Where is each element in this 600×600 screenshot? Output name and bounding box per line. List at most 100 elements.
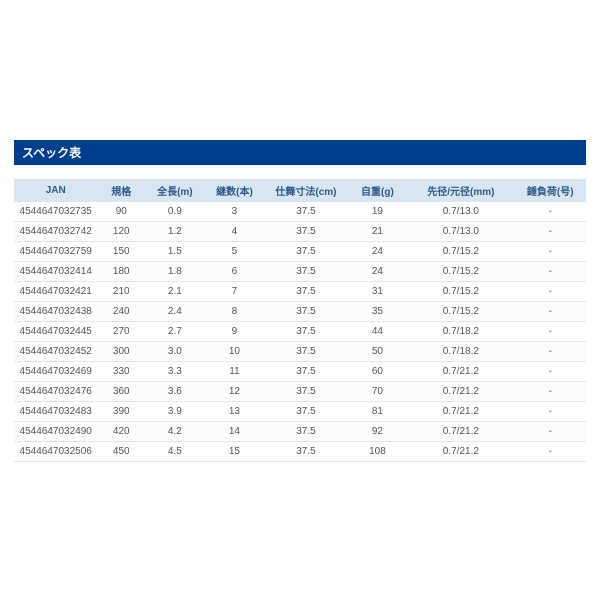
- cell-length: 1.5: [145, 242, 205, 262]
- table-row: 45446470324141801.8637.5240.7/15.2-: [14, 262, 586, 282]
- cell-weight: 24: [348, 262, 408, 282]
- cell-jan: 4544647032483: [14, 402, 97, 422]
- cell-jan: 4544647032490: [14, 422, 97, 442]
- cell-load: -: [514, 422, 586, 442]
- cell-diameter: 0.7/15.2: [407, 262, 514, 282]
- table-row: 45446470324693303.31137.5600.7/21.2-: [14, 362, 586, 382]
- spec-table: JAN 規格 全長(m) 継数(本) 仕舞寸法(cm) 自重(g) 先径/元径(…: [14, 179, 586, 462]
- cell-length: 1.2: [145, 222, 205, 242]
- cell-spec: 210: [97, 282, 145, 302]
- cell-weight: 21: [348, 222, 408, 242]
- cell-jan: 4544647032742: [14, 222, 97, 242]
- cell-diameter: 0.7/21.2: [407, 442, 514, 462]
- table-row: 45446470324382402.4837.5350.7/15.2-: [14, 302, 586, 322]
- cell-closed: 37.5: [264, 402, 347, 422]
- cell-diameter: 0.7/13.0: [407, 222, 514, 242]
- cell-weight: 108: [348, 442, 408, 462]
- cell-weight: 92: [348, 422, 408, 442]
- cell-weight: 70: [348, 382, 408, 402]
- cell-length: 3.6: [145, 382, 205, 402]
- page-container: スペック表 JAN 規格 全長(m) 継数(本) 仕舞寸法(cm) 自重(g) …: [0, 0, 600, 462]
- cell-length: 3.3: [145, 362, 205, 382]
- cell-jan: 4544647032421: [14, 282, 97, 302]
- cell-diameter: 0.7/21.2: [407, 362, 514, 382]
- cell-spec: 390: [97, 402, 145, 422]
- section-title-bar: スペック表: [14, 140, 586, 165]
- cell-diameter: 0.7/18.2: [407, 322, 514, 342]
- col-header-length: 全長(m): [145, 179, 205, 202]
- cell-sections: 6: [205, 262, 265, 282]
- cell-closed: 37.5: [264, 282, 347, 302]
- col-header-closed: 仕舞寸法(cm): [264, 179, 347, 202]
- table-row: 45446470324523003.01037.5500.7/18.2-: [14, 342, 586, 362]
- table-row: 45446470324763603.61237.5700.7/21.2-: [14, 382, 586, 402]
- cell-diameter: 0.7/18.2: [407, 342, 514, 362]
- cell-load: -: [514, 262, 586, 282]
- table-row: 45446470325064504.51537.51080.7/21.2-: [14, 442, 586, 462]
- table-row: 45446470324212102.1737.5310.7/15.2-: [14, 282, 586, 302]
- cell-sections: 5: [205, 242, 265, 262]
- cell-closed: 37.5: [264, 222, 347, 242]
- cell-load: -: [514, 442, 586, 462]
- col-header-load: 錘負荷(号): [514, 179, 586, 202]
- cell-closed: 37.5: [264, 382, 347, 402]
- cell-jan: 4544647032445: [14, 322, 97, 342]
- table-header: JAN 規格 全長(m) 継数(本) 仕舞寸法(cm) 自重(g) 先径/元径(…: [14, 179, 586, 202]
- cell-spec: 450: [97, 442, 145, 462]
- cell-jan: 4544647032759: [14, 242, 97, 262]
- cell-length: 2.4: [145, 302, 205, 322]
- cell-diameter: 0.7/15.2: [407, 282, 514, 302]
- cell-jan: 4544647032438: [14, 302, 97, 322]
- cell-closed: 37.5: [264, 362, 347, 382]
- cell-sections: 10: [205, 342, 265, 362]
- cell-load: -: [514, 282, 586, 302]
- cell-closed: 37.5: [264, 322, 347, 342]
- cell-closed: 37.5: [264, 422, 347, 442]
- cell-weight: 50: [348, 342, 408, 362]
- cell-spec: 120: [97, 222, 145, 242]
- col-header-diameter: 先径/元径(mm): [407, 179, 514, 202]
- cell-closed: 37.5: [264, 202, 347, 222]
- cell-spec: 90: [97, 202, 145, 222]
- cell-sections: 15: [205, 442, 265, 462]
- table-row: 45446470324833903.91337.5810.7/21.2-: [14, 402, 586, 422]
- table-row: 4544647032735900.9337.5190.7/13.0-: [14, 202, 586, 222]
- cell-length: 3.9: [145, 402, 205, 422]
- cell-load: -: [514, 362, 586, 382]
- cell-length: 2.7: [145, 322, 205, 342]
- cell-weight: 19: [348, 202, 408, 222]
- cell-sections: 8: [205, 302, 265, 322]
- cell-sections: 9: [205, 322, 265, 342]
- cell-diameter: 0.7/21.2: [407, 422, 514, 442]
- cell-closed: 37.5: [264, 302, 347, 322]
- cell-diameter: 0.7/15.2: [407, 242, 514, 262]
- cell-sections: 4: [205, 222, 265, 242]
- cell-weight: 81: [348, 402, 408, 422]
- cell-spec: 150: [97, 242, 145, 262]
- cell-spec: 240: [97, 302, 145, 322]
- cell-length: 1.8: [145, 262, 205, 282]
- cell-closed: 37.5: [264, 242, 347, 262]
- cell-sections: 14: [205, 422, 265, 442]
- cell-jan: 4544647032452: [14, 342, 97, 362]
- cell-spec: 420: [97, 422, 145, 442]
- cell-load: -: [514, 402, 586, 422]
- cell-closed: 37.5: [264, 342, 347, 362]
- cell-sections: 11: [205, 362, 265, 382]
- cell-spec: 300: [97, 342, 145, 362]
- section-title: スペック表: [22, 146, 81, 160]
- cell-load: -: [514, 322, 586, 342]
- cell-jan: 4544647032476: [14, 382, 97, 402]
- cell-jan: 4544647032506: [14, 442, 97, 462]
- cell-load: -: [514, 382, 586, 402]
- cell-sections: 7: [205, 282, 265, 302]
- cell-spec: 180: [97, 262, 145, 282]
- cell-load: -: [514, 342, 586, 362]
- cell-length: 0.9: [145, 202, 205, 222]
- cell-weight: 44: [348, 322, 408, 342]
- table-row: 45446470327421201.2437.5210.7/13.0-: [14, 222, 586, 242]
- cell-weight: 31: [348, 282, 408, 302]
- cell-sections: 13: [205, 402, 265, 422]
- table-row: 45446470324452702.7937.5440.7/18.2-: [14, 322, 586, 342]
- table-row: 45446470327591501.5537.5240.7/15.2-: [14, 242, 586, 262]
